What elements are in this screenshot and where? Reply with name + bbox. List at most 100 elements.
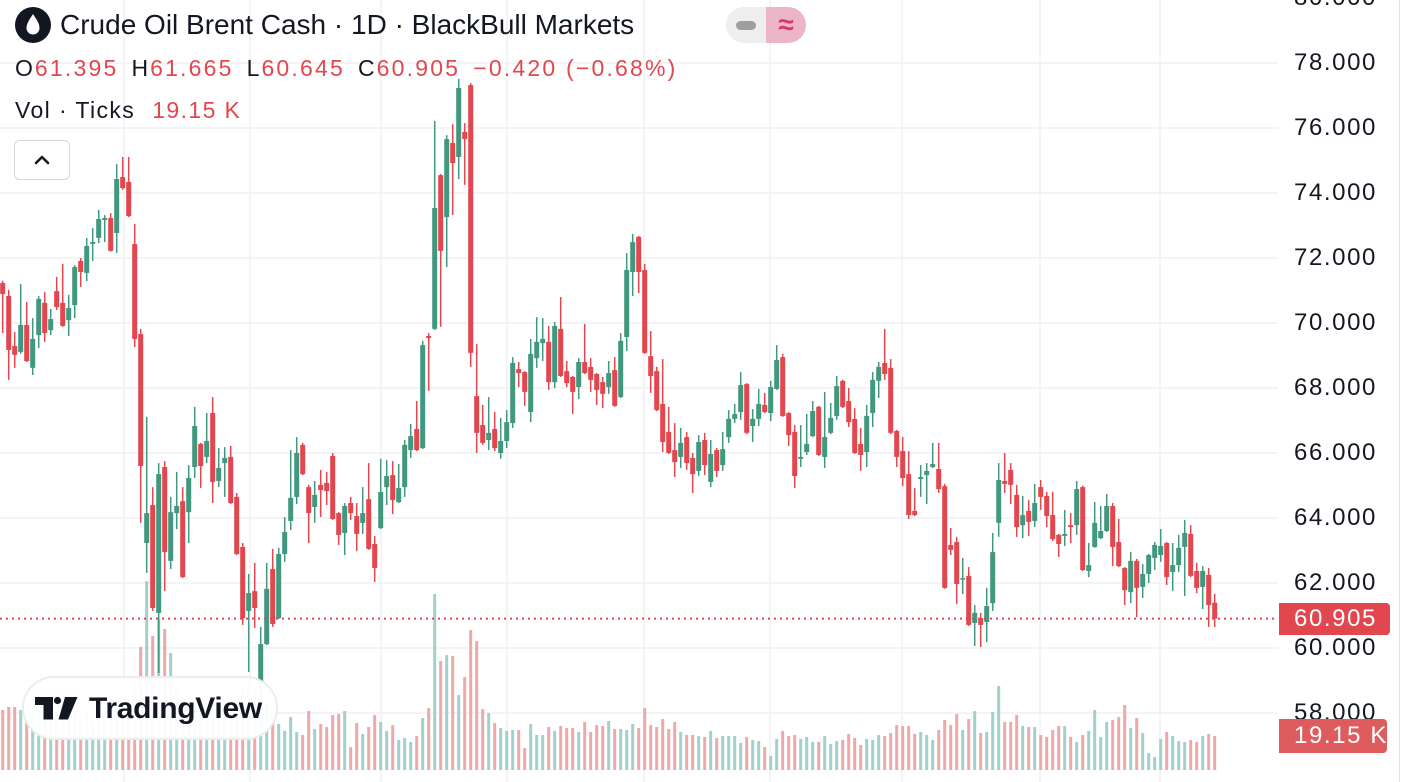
volume-bar: [727, 736, 731, 770]
candle: [630, 233, 636, 297]
candle: [732, 403, 738, 424]
candle: [18, 284, 24, 354]
candle: [408, 424, 414, 458]
candle: [1176, 534, 1182, 572]
candle: [132, 223, 138, 348]
candle: [102, 215, 108, 243]
candle: [1008, 463, 1014, 505]
candle: [648, 331, 654, 393]
candle: [456, 78, 462, 180]
volume-bar: [775, 738, 779, 770]
candle: [162, 461, 168, 592]
volume-bar: [487, 713, 491, 770]
candle-body: [36, 298, 42, 336]
volume-bar: [103, 719, 107, 770]
candle-body: [726, 418, 732, 438]
candle: [678, 427, 684, 468]
volume-bar: [463, 676, 467, 770]
volume-bar: [997, 686, 1001, 770]
candle: [1068, 513, 1074, 544]
volume-bar: [1165, 732, 1169, 770]
candle: [174, 471, 180, 530]
candle-body: [768, 387, 774, 414]
volume-bar: [709, 730, 713, 770]
candle: [24, 301, 30, 362]
volume-bar: [883, 736, 887, 770]
candle: [666, 406, 672, 454]
candle-body: [438, 175, 444, 251]
volume-bar: [397, 739, 401, 770]
candle: [1200, 566, 1206, 609]
volume-bar: [517, 730, 521, 770]
candle: [750, 409, 756, 442]
candle: [744, 383, 750, 435]
symbol-title[interactable]: Crude Oil Brent Cash · 1D · BlackBull Ma…: [60, 9, 635, 40]
candle: [276, 547, 282, 620]
volume-bar: [1189, 739, 1193, 770]
candle-body: [138, 334, 144, 466]
volume-bar: [1213, 735, 1217, 770]
volume-bar: [1051, 730, 1055, 770]
volume-bar: [781, 730, 785, 770]
candle: [546, 325, 552, 390]
candle: [720, 431, 726, 471]
candle: [42, 292, 48, 342]
candle: [780, 353, 786, 417]
candle-body: [984, 606, 990, 622]
approx-wave-icon[interactable]: ≈: [766, 7, 806, 43]
candle: [1044, 492, 1050, 528]
volume-bar: [505, 730, 509, 770]
volume-bar: [529, 724, 533, 770]
volume-bar: [799, 738, 803, 770]
candle-body: [228, 456, 234, 504]
candle-body: [372, 544, 378, 569]
volume-bar: [1195, 741, 1199, 770]
candle-body: [636, 236, 642, 272]
candle-body: [342, 505, 348, 533]
candle: [684, 431, 690, 470]
candle-body: [132, 244, 138, 339]
price-tick-label: 78.000: [1294, 49, 1378, 76]
candle: [1104, 493, 1110, 532]
candle: [654, 366, 660, 412]
candle: [522, 371, 528, 406]
candle-body: [1032, 503, 1038, 521]
volume-bar: [79, 716, 83, 770]
volume-bar: [823, 736, 827, 770]
candle: [1128, 552, 1134, 604]
minus-icon[interactable]: [726, 7, 766, 43]
high-value: 61.665: [150, 54, 234, 81]
candle-body: [420, 345, 426, 449]
candle: [1140, 564, 1146, 598]
candle-body: [462, 131, 468, 140]
candle-body: [414, 428, 420, 451]
volume-bar: [1177, 741, 1181, 770]
candle: [690, 453, 696, 493]
tradingview-watermark[interactable]: TradingView: [22, 676, 278, 740]
volume-bar: [277, 724, 281, 770]
candle-body: [1056, 534, 1062, 544]
candle: [528, 338, 534, 423]
volume-bar: [685, 735, 689, 770]
candle: [852, 408, 858, 454]
candle: [1164, 542, 1170, 585]
candle-body: [756, 403, 762, 419]
candle-body: [774, 360, 780, 389]
candle: [792, 425, 798, 489]
candle-body: [474, 396, 480, 433]
candle-body: [750, 418, 756, 427]
candle: [246, 573, 252, 673]
candle-body: [1146, 555, 1152, 574]
candle: [738, 372, 744, 420]
candle-body: [786, 413, 792, 436]
volume-bar: [493, 722, 497, 770]
collapse-legend-button[interactable]: [14, 140, 70, 180]
candle-body: [576, 362, 582, 388]
candle-body: [264, 588, 270, 645]
volume-bar: [679, 732, 683, 770]
volume-bar: [649, 725, 653, 770]
volume-legend-label[interactable]: Vol · Ticks: [15, 96, 136, 123]
candle: [990, 532, 996, 611]
chart-style-toggle[interactable]: ≈: [726, 7, 806, 43]
